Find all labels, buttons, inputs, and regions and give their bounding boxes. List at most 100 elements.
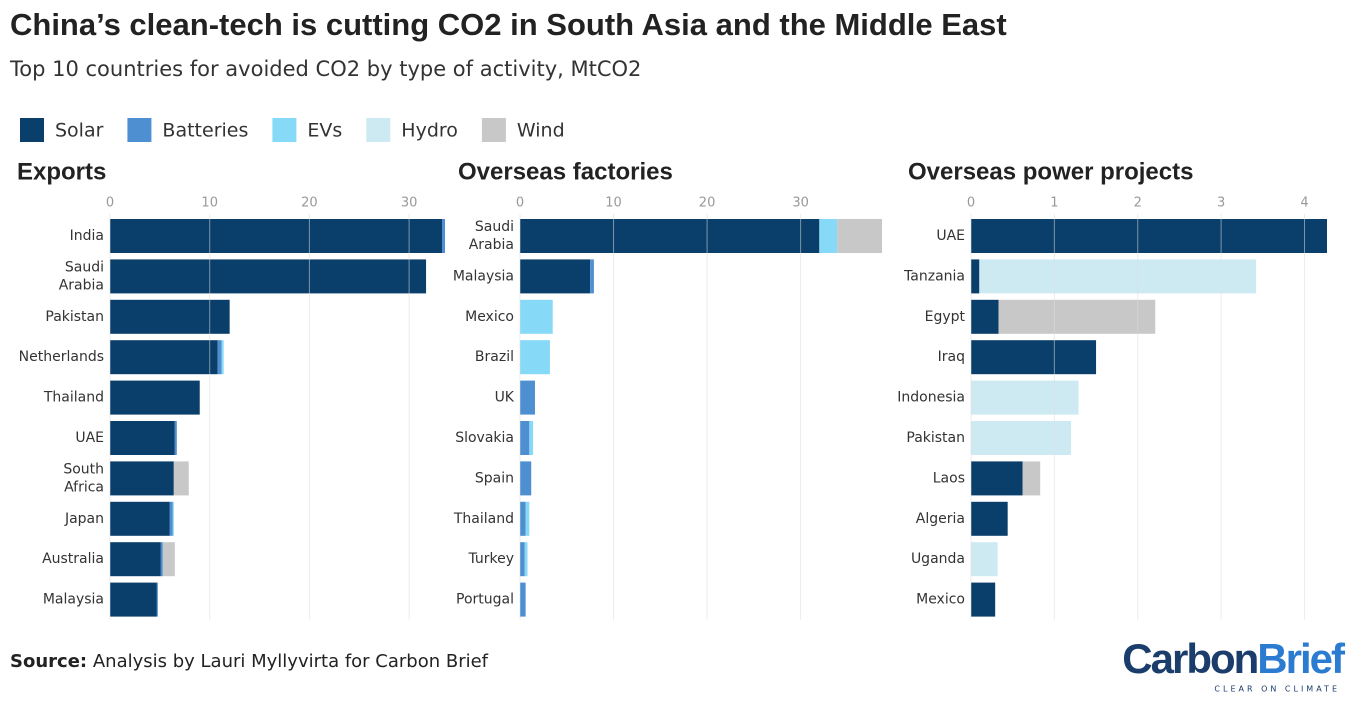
bar-segment <box>979 259 1257 294</box>
bar-segment <box>520 542 525 577</box>
x-tick-label: 3 <box>1217 196 1225 211</box>
source: Source: Analysis by Lauri Myllyvirta for… <box>10 651 489 672</box>
category-label: Japan <box>64 511 104 527</box>
logo-first: Carbon <box>1122 635 1257 682</box>
category-label: Brazil <box>475 349 514 365</box>
x-tick-label: 20 <box>699 196 716 211</box>
category-label: Pakistan <box>906 430 965 446</box>
x-tick-label: 1 <box>1050 196 1058 211</box>
x-tick-label: 30 <box>401 196 418 211</box>
category-label: Thailand <box>453 511 514 527</box>
bar-segment <box>110 421 175 455</box>
source-label: Source: <box>10 651 87 672</box>
bar-segment <box>110 299 230 334</box>
category-label: UAE <box>936 228 965 244</box>
category-label: Egypt <box>925 309 966 325</box>
bar-segment <box>837 219 882 253</box>
category-label: Tanzania <box>903 268 965 284</box>
category-label: Malaysia <box>453 268 514 284</box>
bar-segment <box>520 219 820 253</box>
bar-segment <box>110 542 161 577</box>
legend-label: Solar <box>55 120 104 142</box>
bar-segment <box>174 421 177 455</box>
chart-title: China’s clean-tech is cutting CO2 in Sou… <box>10 7 1007 42</box>
category-label: Slovakia <box>455 430 514 446</box>
bar-segment <box>520 380 535 415</box>
category-label: South Africa <box>63 461 104 495</box>
source-text: Analysis by Lauri Myllyvirta for Carbon … <box>93 651 489 672</box>
category-label: UK <box>495 390 515 406</box>
category-label: Turkey <box>467 551 514 567</box>
bar-segment <box>971 461 1023 496</box>
bar-segment <box>971 421 1072 455</box>
category-label: Spain <box>475 470 514 486</box>
bar-segment <box>520 582 526 617</box>
legend-swatch <box>481 118 506 142</box>
bar-segment <box>971 380 1079 415</box>
logo-second: Brief <box>1257 635 1346 682</box>
bar-segment <box>110 219 443 253</box>
category-label: Netherlands <box>19 349 104 365</box>
bar-segment <box>520 299 553 334</box>
bar-segment <box>971 299 999 334</box>
bar-segment <box>971 501 1008 536</box>
category-label: Thailand <box>43 390 104 406</box>
category-label: Laos <box>933 470 965 486</box>
x-tick-label: 0 <box>106 196 114 211</box>
bar-segment <box>221 340 224 375</box>
bar-segment <box>524 542 528 577</box>
bar-segment <box>172 501 174 536</box>
x-tick-label: 10 <box>605 196 622 211</box>
bar-segment <box>169 501 173 536</box>
bar-segment <box>520 461 532 496</box>
bar-segment <box>971 219 1327 253</box>
chart-subtitle: Top 10 countries for avoided CO2 by type… <box>9 57 641 81</box>
bar-segment <box>173 461 189 496</box>
logo-tagline: CLEAR ON CLIMATE <box>1214 685 1340 694</box>
bar-segment <box>110 340 218 375</box>
bar-segment <box>520 259 591 294</box>
legend-swatch <box>127 118 152 142</box>
category-label: Portugal <box>456 592 514 608</box>
x-tick-label: 4 <box>1300 196 1308 211</box>
category-label: Iraq <box>938 349 965 365</box>
bar-segment <box>525 501 530 536</box>
category-label: UAE <box>75 430 104 446</box>
x-tick-label: 10 <box>201 196 218 211</box>
bar-segment <box>110 380 200 415</box>
logo: CarbonBrief <box>1122 635 1346 682</box>
bar-segment <box>819 219 838 253</box>
category-label: Indonesia <box>897 390 965 406</box>
bar-segment <box>110 259 427 294</box>
category-label: Malaysia <box>43 592 104 608</box>
bar-segment <box>162 542 175 577</box>
bar-segment <box>442 219 446 253</box>
panel-title: Exports <box>17 158 106 185</box>
x-tick-label: 2 <box>1134 196 1142 211</box>
category-label: Mexico <box>465 309 514 325</box>
category-label: Mexico <box>916 592 965 608</box>
bar-segment <box>217 340 222 375</box>
bar-segment <box>110 501 170 536</box>
legend-label: Hydro <box>401 120 458 142</box>
x-tick-label: 30 <box>792 196 809 211</box>
legend-swatch <box>272 118 297 142</box>
bar-segment <box>971 542 998 577</box>
bar-segment <box>971 582 996 617</box>
bar-segment <box>971 340 1097 375</box>
bar-segment <box>520 421 530 455</box>
legend-label: Batteries <box>162 120 248 142</box>
bar-segment <box>998 299 1156 334</box>
bar-segment <box>110 582 157 617</box>
category-label: India <box>70 228 104 244</box>
bar-segment <box>590 259 594 294</box>
bar-segment <box>520 501 526 536</box>
bar-segment <box>156 582 158 617</box>
bar-segment <box>1022 461 1041 496</box>
bar-segment <box>110 461 174 496</box>
bar-segment <box>520 340 550 375</box>
bar-segment <box>971 259 980 294</box>
legend-label: EVs <box>307 120 342 142</box>
bar-segment <box>160 542 163 577</box>
